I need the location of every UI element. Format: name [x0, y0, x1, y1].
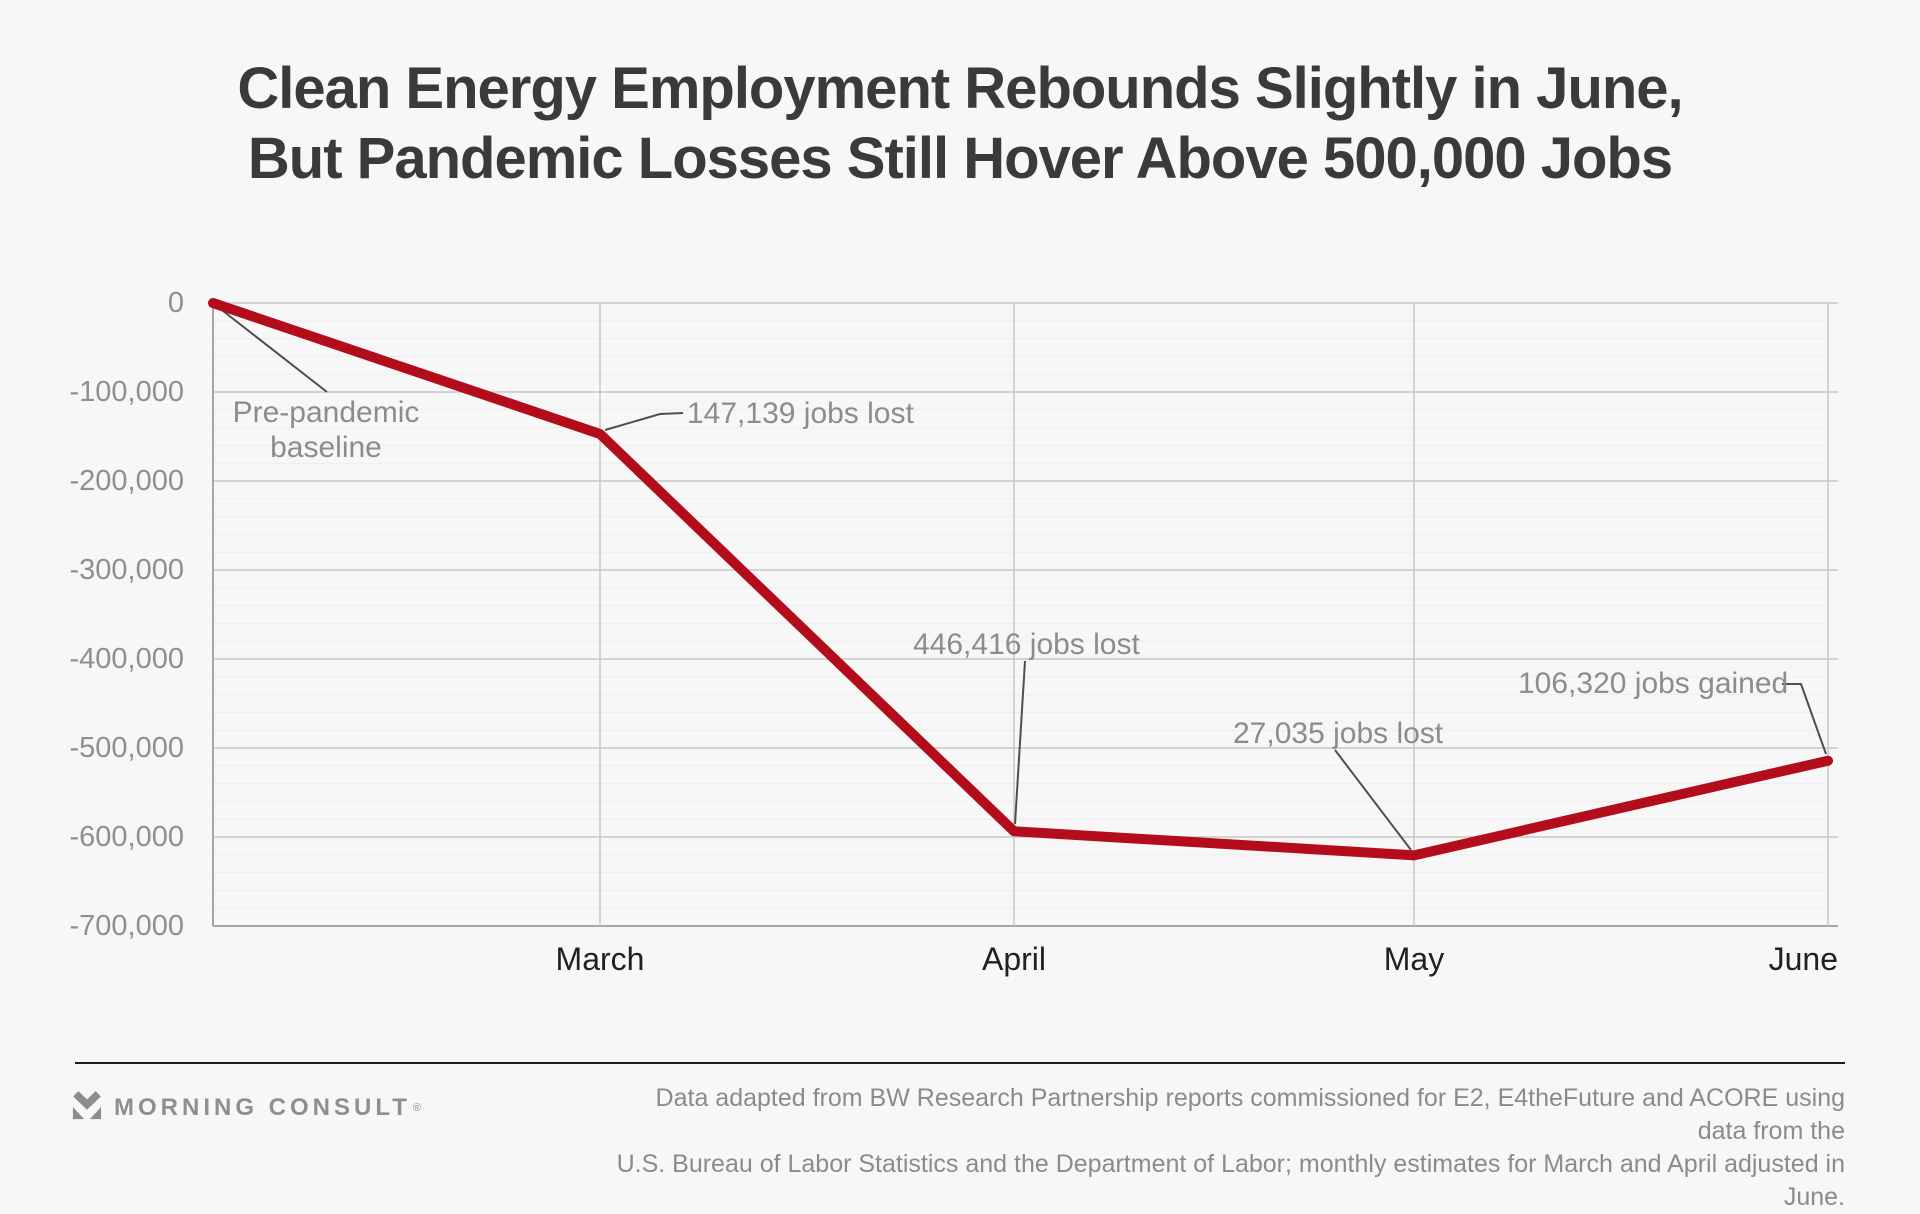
registered-trademark-mark: ®	[412, 1102, 421, 1114]
source-note-line1: Data adapted from BW Research Partnershi…	[655, 1084, 1845, 1145]
x-axis-label: May	[1383, 941, 1445, 977]
chart-canvas	[208, 298, 1838, 927]
y-axis-label: -200,000	[69, 465, 185, 497]
annotation-leader-line	[1014, 660, 1026, 825]
annotation-leader-line	[1782, 683, 1827, 755]
x-axis-label: March	[555, 941, 645, 977]
annotation-may-jobs-lost: 27,035 jobs lost	[1233, 717, 1444, 750]
annotation-leader-line	[604, 412, 684, 431]
source-note: Data adapted from BW Research Partnershi…	[600, 1082, 1845, 1214]
chart-title-line2: But Pandemic Losses Still Hover Above 50…	[247, 126, 1673, 191]
x-axis-label: April	[981, 941, 1046, 977]
y-axis-label: -100,000	[69, 376, 185, 408]
annotation-june-jobs-gained: 106,320 jobs gained	[1518, 667, 1789, 700]
x-axis-label: June	[1768, 941, 1838, 977]
chart-title-line1: Clean Energy Employment Rebounds Slightl…	[237, 56, 1683, 121]
chart-title: Clean Energy Employment Rebounds Slightl…	[0, 54, 1920, 194]
line-chart: Pre-pandemic baseline 147,139 jobs lost …	[69, 287, 1838, 977]
annotation-march-jobs-lost: 147,139 jobs lost	[687, 397, 914, 430]
y-axis-label: -300,000	[69, 554, 185, 586]
source-note-line2: U.S. Bureau of Labor Statistics and the …	[616, 1150, 1845, 1211]
annotation-april-jobs-lost: 446,416 jobs lost	[913, 628, 1140, 661]
y-axis-label: -400,000	[69, 643, 185, 675]
morning-consult-logo-text: MORNING CONSULT	[114, 1094, 411, 1121]
annotation-leader-line	[217, 306, 328, 393]
morning-consult-logo-icon	[72, 1090, 102, 1127]
annotation-leader-line	[1334, 749, 1412, 851]
y-axis-label: -600,000	[69, 821, 185, 853]
y-axis-label: -700,000	[69, 910, 185, 942]
y-axis-label: 0	[167, 287, 184, 319]
employment-line	[208, 298, 1833, 861]
footer-divider	[75, 1062, 1845, 1064]
y-axis-label: -500,000	[69, 732, 185, 764]
annotation-pre-pandemic-baseline: Pre-pandemic baseline	[232, 396, 420, 464]
morning-consult-logo: MORNING CONSULT ®	[72, 1088, 421, 1128]
